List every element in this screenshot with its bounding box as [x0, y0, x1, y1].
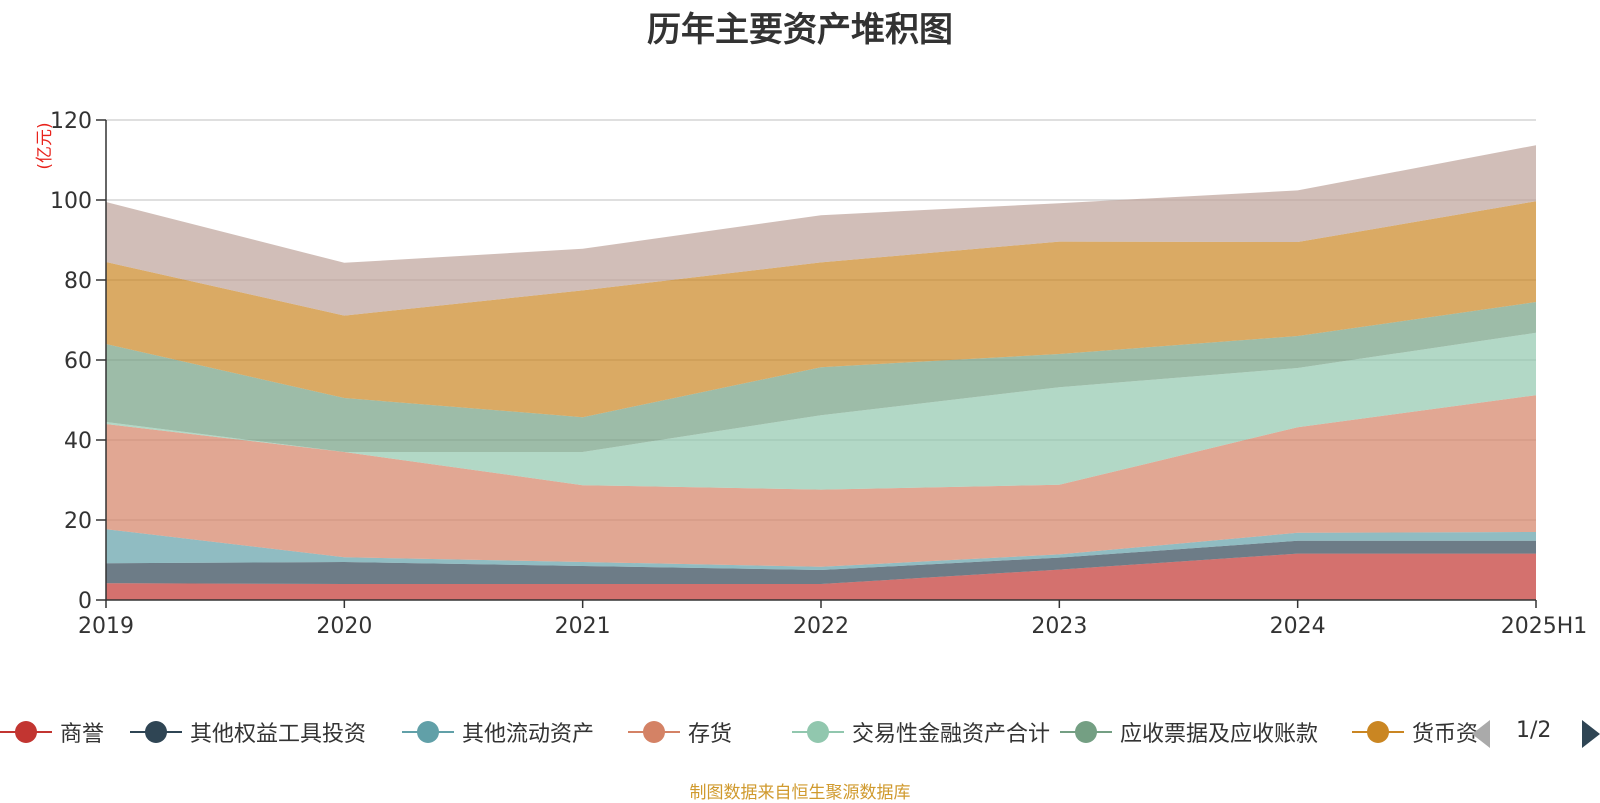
chart-title: 历年主要资产堆积图: [647, 10, 953, 50]
legend-symbol-icon: [792, 712, 844, 752]
area-series-7[interactable]: [106, 145, 1536, 316]
legend-symbol-icon: [0, 712, 52, 752]
y-tick-label: 120: [50, 109, 92, 134]
y-axis-unit-label: (亿元): [35, 122, 55, 169]
x-tick-label: 2019: [78, 614, 134, 639]
y-tick-label: 0: [78, 589, 92, 614]
legend-symbol-icon: [1060, 712, 1112, 752]
legend-next-page-arrow-icon[interactable]: [1582, 720, 1600, 748]
legend-label: 其他权益工具投资: [190, 722, 367, 747]
area-series-5[interactable]: [106, 302, 1536, 452]
legend-symbol-icon: [130, 712, 182, 752]
y-tick-label: 60: [64, 349, 92, 374]
area-series-4[interactable]: [106, 332, 1536, 490]
area-series-6[interactable]: [106, 201, 1536, 418]
legend-symbol-icon: [1352, 712, 1404, 752]
area-series-1[interactable]: [106, 540, 1536, 584]
legend-label: 交易性金融资产合计: [852, 722, 1051, 747]
legend-page-indicator: 1/2: [1516, 718, 1552, 743]
legend-item-0[interactable]: 商誉: [0, 712, 104, 752]
legend-label: 存货: [688, 722, 733, 747]
source-note: 制图数据来自恒生聚源数据库: [689, 783, 911, 803]
legend-label: 商誉: [60, 722, 105, 747]
x-tick-label: 2021: [555, 614, 611, 639]
x-tick-label: 2023: [1031, 614, 1087, 639]
area-series-3[interactable]: [106, 395, 1536, 567]
legend-item-1[interactable]: 其他权益工具投资: [130, 712, 366, 752]
legend-item-6[interactable]: 货币资: [1352, 712, 1478, 752]
legend-item-4[interactable]: 交易性金融资产合计: [792, 712, 1050, 752]
y-tick-label: 40: [64, 429, 92, 454]
axes: 0 20 40 60 80 100 120 2019 2020 2021 2022 2023 2024 2…: [35, 109, 1587, 639]
legend-symbol-icon: [402, 712, 454, 752]
area-series-2[interactable]: [106, 529, 1536, 570]
area-series-0[interactable]: [106, 553, 1536, 600]
legend-items: 商誉 其他权益工具投资 其他流动资产 存货 交易性金融资产合计 应收票据及应收账款 货币资: [0, 712, 1478, 752]
x-tick-label: 2025H1: [1501, 614, 1588, 639]
legend-label: 应收票据及应收账款: [1120, 722, 1319, 747]
y-tick-label: 100: [50, 189, 92, 214]
legend-label: 其他流动资产: [462, 722, 595, 747]
legend-item-5[interactable]: 应收票据及应收账款: [1060, 712, 1318, 752]
legend-prev-page-arrow-icon[interactable]: [1472, 720, 1490, 748]
x-tick-label: 2024: [1270, 614, 1326, 639]
area-series-group: [106, 145, 1536, 600]
legend-label: 货币资: [1412, 722, 1478, 747]
x-tick-label: 2022: [793, 614, 849, 639]
legend-item-2[interactable]: 其他流动资产: [402, 712, 594, 752]
legend-symbol-icon: [628, 712, 680, 752]
legend-item-3[interactable]: 存货: [628, 712, 732, 752]
y-tick-label: 20: [64, 509, 92, 534]
x-tick-label: 2020: [316, 614, 372, 639]
y-tick-label: 80: [64, 269, 92, 294]
legend: 商誉 其他权益工具投资 其他流动资产 存货 交易性金融资产合计 应收票据及应收账款 货币资: [0, 712, 1600, 752]
